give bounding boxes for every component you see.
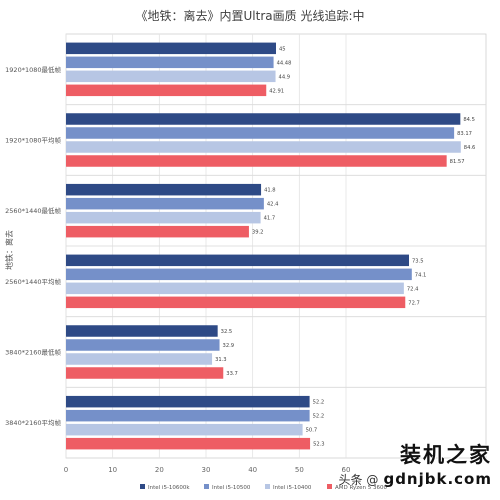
category-label: 1920*1080平均帧 [5, 136, 61, 145]
data-label: 41.8 [264, 188, 276, 194]
x-tick-label-20: 20 [155, 466, 164, 474]
bar-1-1 [66, 42, 276, 55]
category-label: 3840*2160最低帧 [5, 348, 61, 357]
category-label: 3840*2160平均帧 [5, 418, 61, 427]
data-label: 45 [279, 46, 286, 52]
x-tick-label-30: 30 [202, 466, 211, 474]
legend-swatch-1 [140, 484, 145, 489]
data-label: 81.57 [450, 159, 465, 165]
data-label: 52.3 [313, 442, 325, 448]
data-label: 84.6 [464, 145, 476, 151]
bar-4-2 [66, 155, 447, 167]
labels-layer: 0 10 20 30 40 50 60 1920*1080最低帧 45 44.48 44.9 42.9… [5, 46, 475, 474]
data-label: 42.4 [267, 202, 279, 208]
bar-3-3 [66, 211, 261, 224]
bar-2-5 [66, 339, 220, 351]
bar-2-1 [66, 56, 274, 69]
grid-layer [65, 33, 487, 459]
x-tick-label-10: 10 [108, 466, 117, 474]
bar-1-6 [66, 395, 310, 408]
legend-swatch-3 [265, 484, 270, 489]
bar-1-5 [66, 325, 218, 337]
legend: Intel i5-10600k Intel i5-10500 Intel i5-10… [140, 484, 388, 491]
data-label: 83.17 [457, 131, 472, 137]
data-label: 44.48 [277, 60, 292, 66]
data-label: 42.91 [269, 88, 284, 94]
data-label: 72.7 [408, 300, 420, 306]
bar-3-6 [66, 423, 303, 436]
category-label: 1920*1080最低帧 [5, 65, 61, 74]
bar-4-4 [66, 296, 406, 309]
bar-3-1 [66, 70, 276, 83]
x-tick-label-50: 50 [295, 466, 304, 474]
bar-3-2 [66, 141, 461, 153]
watermark-logo: 装机之家 [400, 443, 492, 467]
bar-2-2 [66, 127, 455, 139]
legend-label-2: Intel i5-10500 [212, 485, 251, 491]
watermark: 装机之家 头条 @ gdnjbk.com [339, 439, 492, 488]
data-label: 32.9 [223, 343, 235, 349]
y-axis-label: 地铁：离去 [4, 230, 14, 270]
data-label: 41.7 [264, 216, 276, 222]
bar-1-3 [66, 183, 262, 196]
bar-4-5 [66, 367, 224, 379]
legend-label-1: Intel i5-10600k [148, 485, 190, 491]
data-label: 32.5 [221, 329, 233, 335]
legend-swatch-4 [327, 484, 332, 489]
bar-4-6 [66, 437, 311, 450]
data-label: 33.7 [226, 371, 238, 377]
legend-swatch-2 [204, 484, 209, 489]
bar-2-4 [66, 268, 412, 281]
category-label: 2560*1440平均帧 [5, 277, 61, 286]
data-label: 52.2 [313, 414, 325, 420]
data-label: 73.5 [412, 258, 424, 264]
bar-1-2 [66, 113, 461, 125]
bar-2-3 [66, 197, 264, 210]
data-label: 31.3 [215, 357, 227, 363]
x-tick-label-0: 0 [64, 466, 68, 474]
bar-2-6 [66, 409, 310, 422]
x-tick-label-60: 60 [342, 466, 351, 474]
bar-4-3 [66, 225, 249, 238]
data-label: 52.2 [313, 400, 325, 406]
data-label: 72.4 [407, 286, 419, 292]
legend-label-4: AMD Ryzen 5 3600 [335, 485, 388, 491]
watermark-sub: 头条 @ [338, 473, 379, 487]
x-tick-label-40: 40 [248, 466, 257, 474]
bar-3-5 [66, 353, 213, 365]
bar-1-4 [66, 254, 409, 267]
data-label: 39.2 [252, 230, 264, 236]
chart-title: 《地铁：离去》内置Ultra画质 光线追踪:中 [136, 8, 365, 23]
data-label: 74.1 [415, 272, 427, 278]
data-label: 50.7 [306, 428, 318, 434]
legend-label-3: Intel i5-10400 [273, 485, 312, 491]
watermark-url: gdnjbk.com [383, 470, 492, 488]
bars-layer [66, 42, 461, 450]
data-label: 84.5 [463, 117, 475, 123]
bar-4-1 [66, 84, 267, 97]
data-label: 44.9 [279, 74, 291, 80]
bar-3-4 [66, 282, 404, 295]
category-label: 2560*1440最低帧 [5, 206, 61, 215]
